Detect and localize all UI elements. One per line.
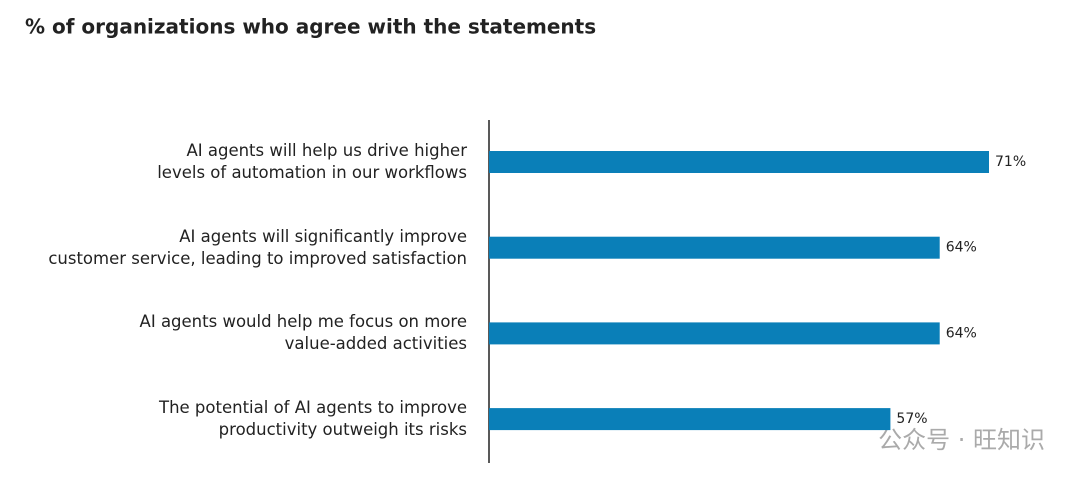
category-label: AI agents would help me focus on more va… <box>139 312 467 354</box>
value-label: 71% <box>995 154 1026 170</box>
bar <box>489 236 940 259</box>
bar <box>489 408 891 431</box>
value-label: 64% <box>946 240 977 256</box>
category-label: AI agents will significantly improve cus… <box>48 226 467 268</box>
bar <box>489 322 940 345</box>
value-label: 64% <box>946 325 977 341</box>
category-label: The potential of AI agents to improve pr… <box>159 398 467 440</box>
value-label: 57% <box>896 411 927 427</box>
category-label: AI agents will help us drive higher leve… <box>157 141 467 182</box>
chart-title: % of organizations who agree with the st… <box>25 15 596 39</box>
bar <box>489 151 989 173</box>
watermark: 公众号 · 旺知识 <box>878 426 1045 454</box>
